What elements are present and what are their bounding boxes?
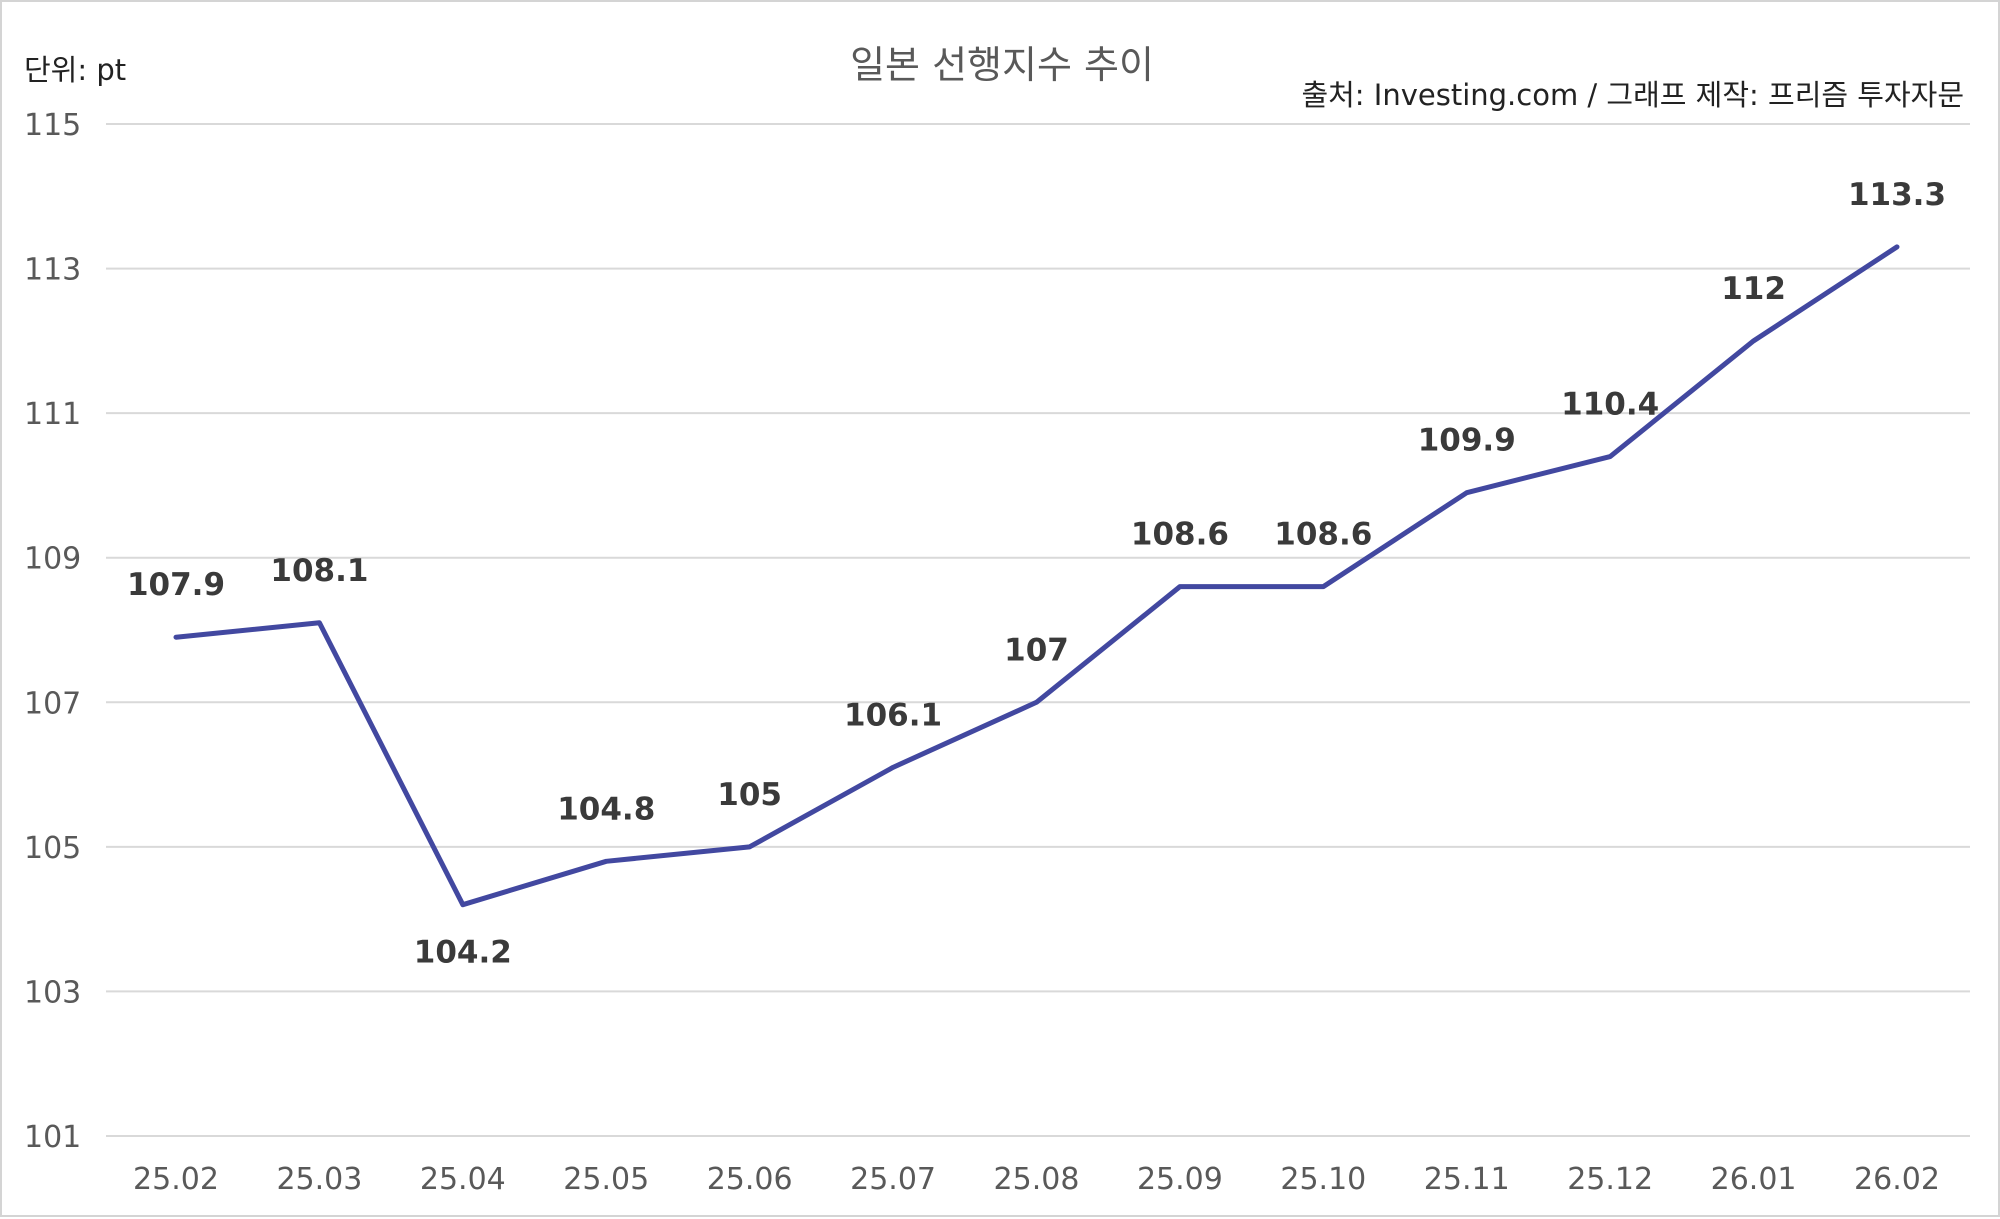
y-tick-label: 115	[24, 108, 81, 143]
x-tick-label: 25.04	[420, 1162, 506, 1197]
data-label: 108.1	[270, 553, 368, 589]
x-tick-label: 25.03	[276, 1162, 362, 1197]
x-tick-label: 25.12	[1567, 1162, 1653, 1197]
x-tick-label: 25.05	[563, 1162, 649, 1197]
data-label: 113.3	[1848, 177, 1946, 213]
data-label: 112	[1721, 271, 1786, 307]
x-tick-label: 26.02	[1854, 1162, 1940, 1197]
chart-title: 일본 선행지수 추이	[850, 43, 1154, 87]
data-label: 104.2	[414, 935, 512, 971]
y-tick-label: 105	[24, 831, 81, 866]
y-axis-ticks: 101 103 105 107 109 111 113 115	[24, 108, 81, 1155]
x-tick-label: 25.08	[994, 1162, 1080, 1197]
data-label: 107.9	[127, 567, 225, 603]
series-group	[173, 244, 1900, 908]
data-label: 108.6	[1131, 517, 1229, 553]
source-label: 출처: Investing.com / 그래프 제작: 프리즘 투자자문	[1301, 78, 1964, 112]
x-tick-label: 25.07	[850, 1162, 936, 1197]
y-tick-label: 101	[24, 1120, 81, 1155]
data-label: 109.9	[1418, 423, 1516, 459]
data-label: 104.8	[557, 791, 655, 827]
y-tick-label: 111	[24, 397, 81, 432]
x-tick-label: 25.11	[1424, 1162, 1510, 1197]
data-label: 110.4	[1561, 387, 1659, 423]
x-tick-label: 25.02	[133, 1162, 219, 1197]
x-tick-label: 26.01	[1711, 1162, 1797, 1197]
y-tick-label: 109	[24, 542, 81, 577]
x-tick-label: 25.09	[1137, 1162, 1223, 1197]
y-tick-label: 103	[24, 975, 81, 1010]
x-axis-ticks: 25.02 25.03 25.04 25.05 25.06 25.07 25.08 25.09…	[133, 1162, 1940, 1197]
y-tick-label: 107	[24, 686, 81, 721]
series-line	[173, 244, 1900, 908]
x-tick-label: 25.06	[707, 1162, 793, 1197]
data-label: 108.6	[1274, 517, 1372, 553]
gridlines	[106, 123, 1970, 1137]
data-label: 105	[717, 777, 782, 813]
unit-label: 단위: pt	[24, 53, 127, 87]
data-label: 107	[1004, 632, 1069, 668]
data-label: 106.1	[844, 697, 942, 733]
data-labels: 107.9 108.1 104.2 104.8 105 106.1 107 108.6 108.…	[127, 177, 1946, 971]
y-tick-label: 113	[24, 253, 81, 288]
x-tick-label: 25.10	[1280, 1162, 1366, 1197]
